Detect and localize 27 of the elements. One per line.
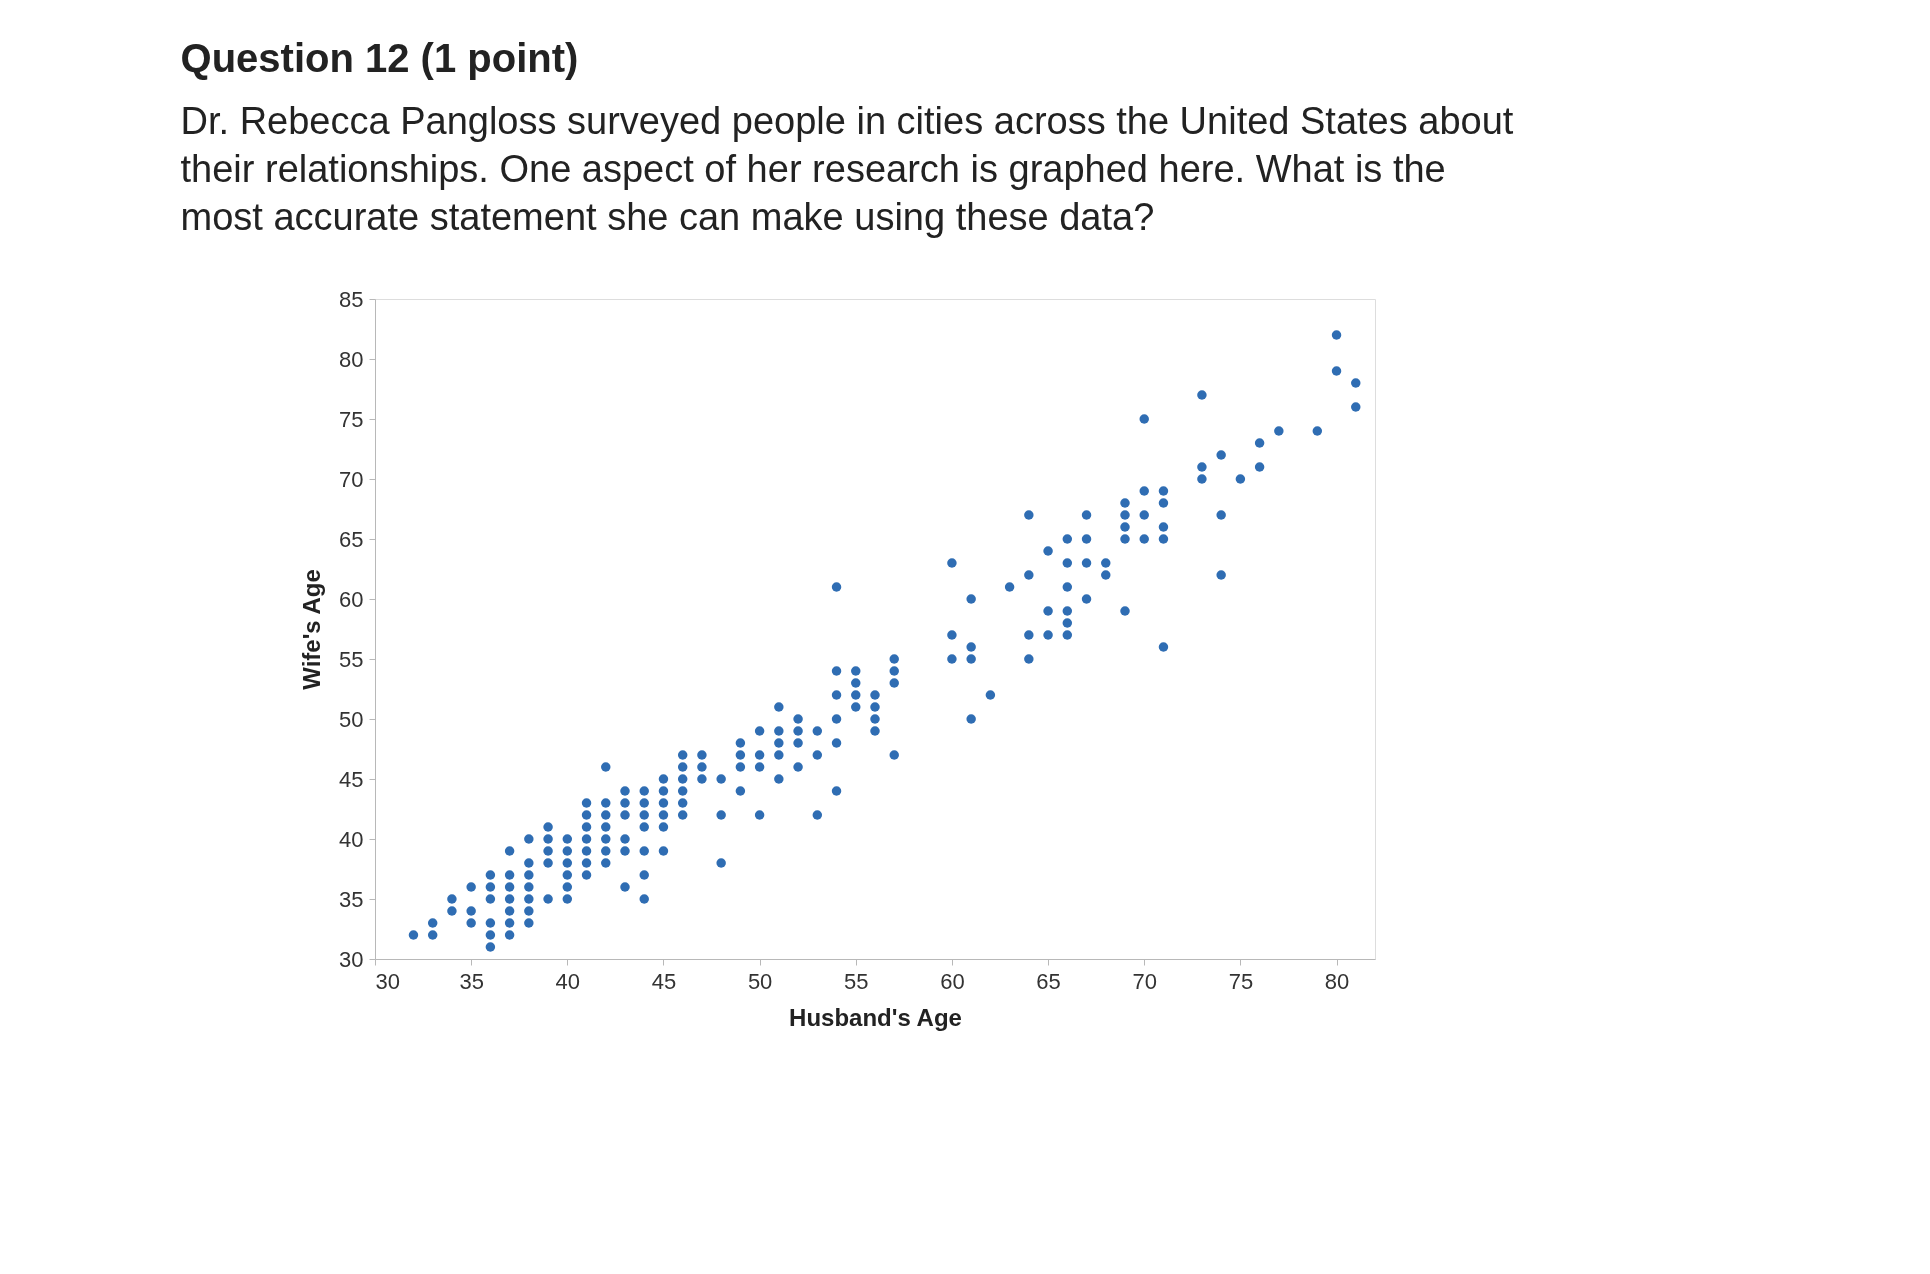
y-tick-label: 60 xyxy=(339,586,364,612)
y-tick-label: 85 xyxy=(339,286,364,312)
y-tick-label: 75 xyxy=(339,406,364,432)
x-tick-label: 55 xyxy=(844,968,869,994)
x-tick-label: 30 xyxy=(375,968,400,994)
x-tick-label: 80 xyxy=(1324,968,1350,994)
y-tick-label: 65 xyxy=(339,526,364,552)
y-tick-label: 80 xyxy=(339,346,364,372)
x-tick-label: 60 xyxy=(940,968,965,994)
x-tick-label: 45 xyxy=(651,968,677,994)
x-tick-label: 35 xyxy=(459,968,484,994)
y-tick-label: 70 xyxy=(339,466,364,492)
y-tick-label: 50 xyxy=(339,706,364,732)
y-tick-label: 55 xyxy=(339,646,364,672)
y-axis-title: Wife's Age xyxy=(298,569,326,690)
y-tick-label: 30 xyxy=(339,946,364,972)
x-tick-label: 75 xyxy=(1228,968,1254,994)
x-axis-title: Husband's Age xyxy=(789,1003,962,1031)
x-tick-label: 50 xyxy=(747,968,773,994)
y-tick-label: 35 xyxy=(339,886,364,912)
x-tick-label: 65 xyxy=(1036,968,1061,994)
y-tick-label: 45 xyxy=(339,766,364,792)
chart-subtitle: Dr. Rebecca Pangloss surveyed people in cities across the United States about their relationships. One aspect of her research is graphed here. What is the most accurate statement she can make using these data? xyxy=(180,100,1514,238)
x-tick-label: 40 xyxy=(555,968,581,994)
x-tick-label: 70 xyxy=(1132,968,1157,994)
chart-title: Question 12 (1 point) xyxy=(180,36,579,80)
y-tick-label: 40 xyxy=(339,826,364,852)
